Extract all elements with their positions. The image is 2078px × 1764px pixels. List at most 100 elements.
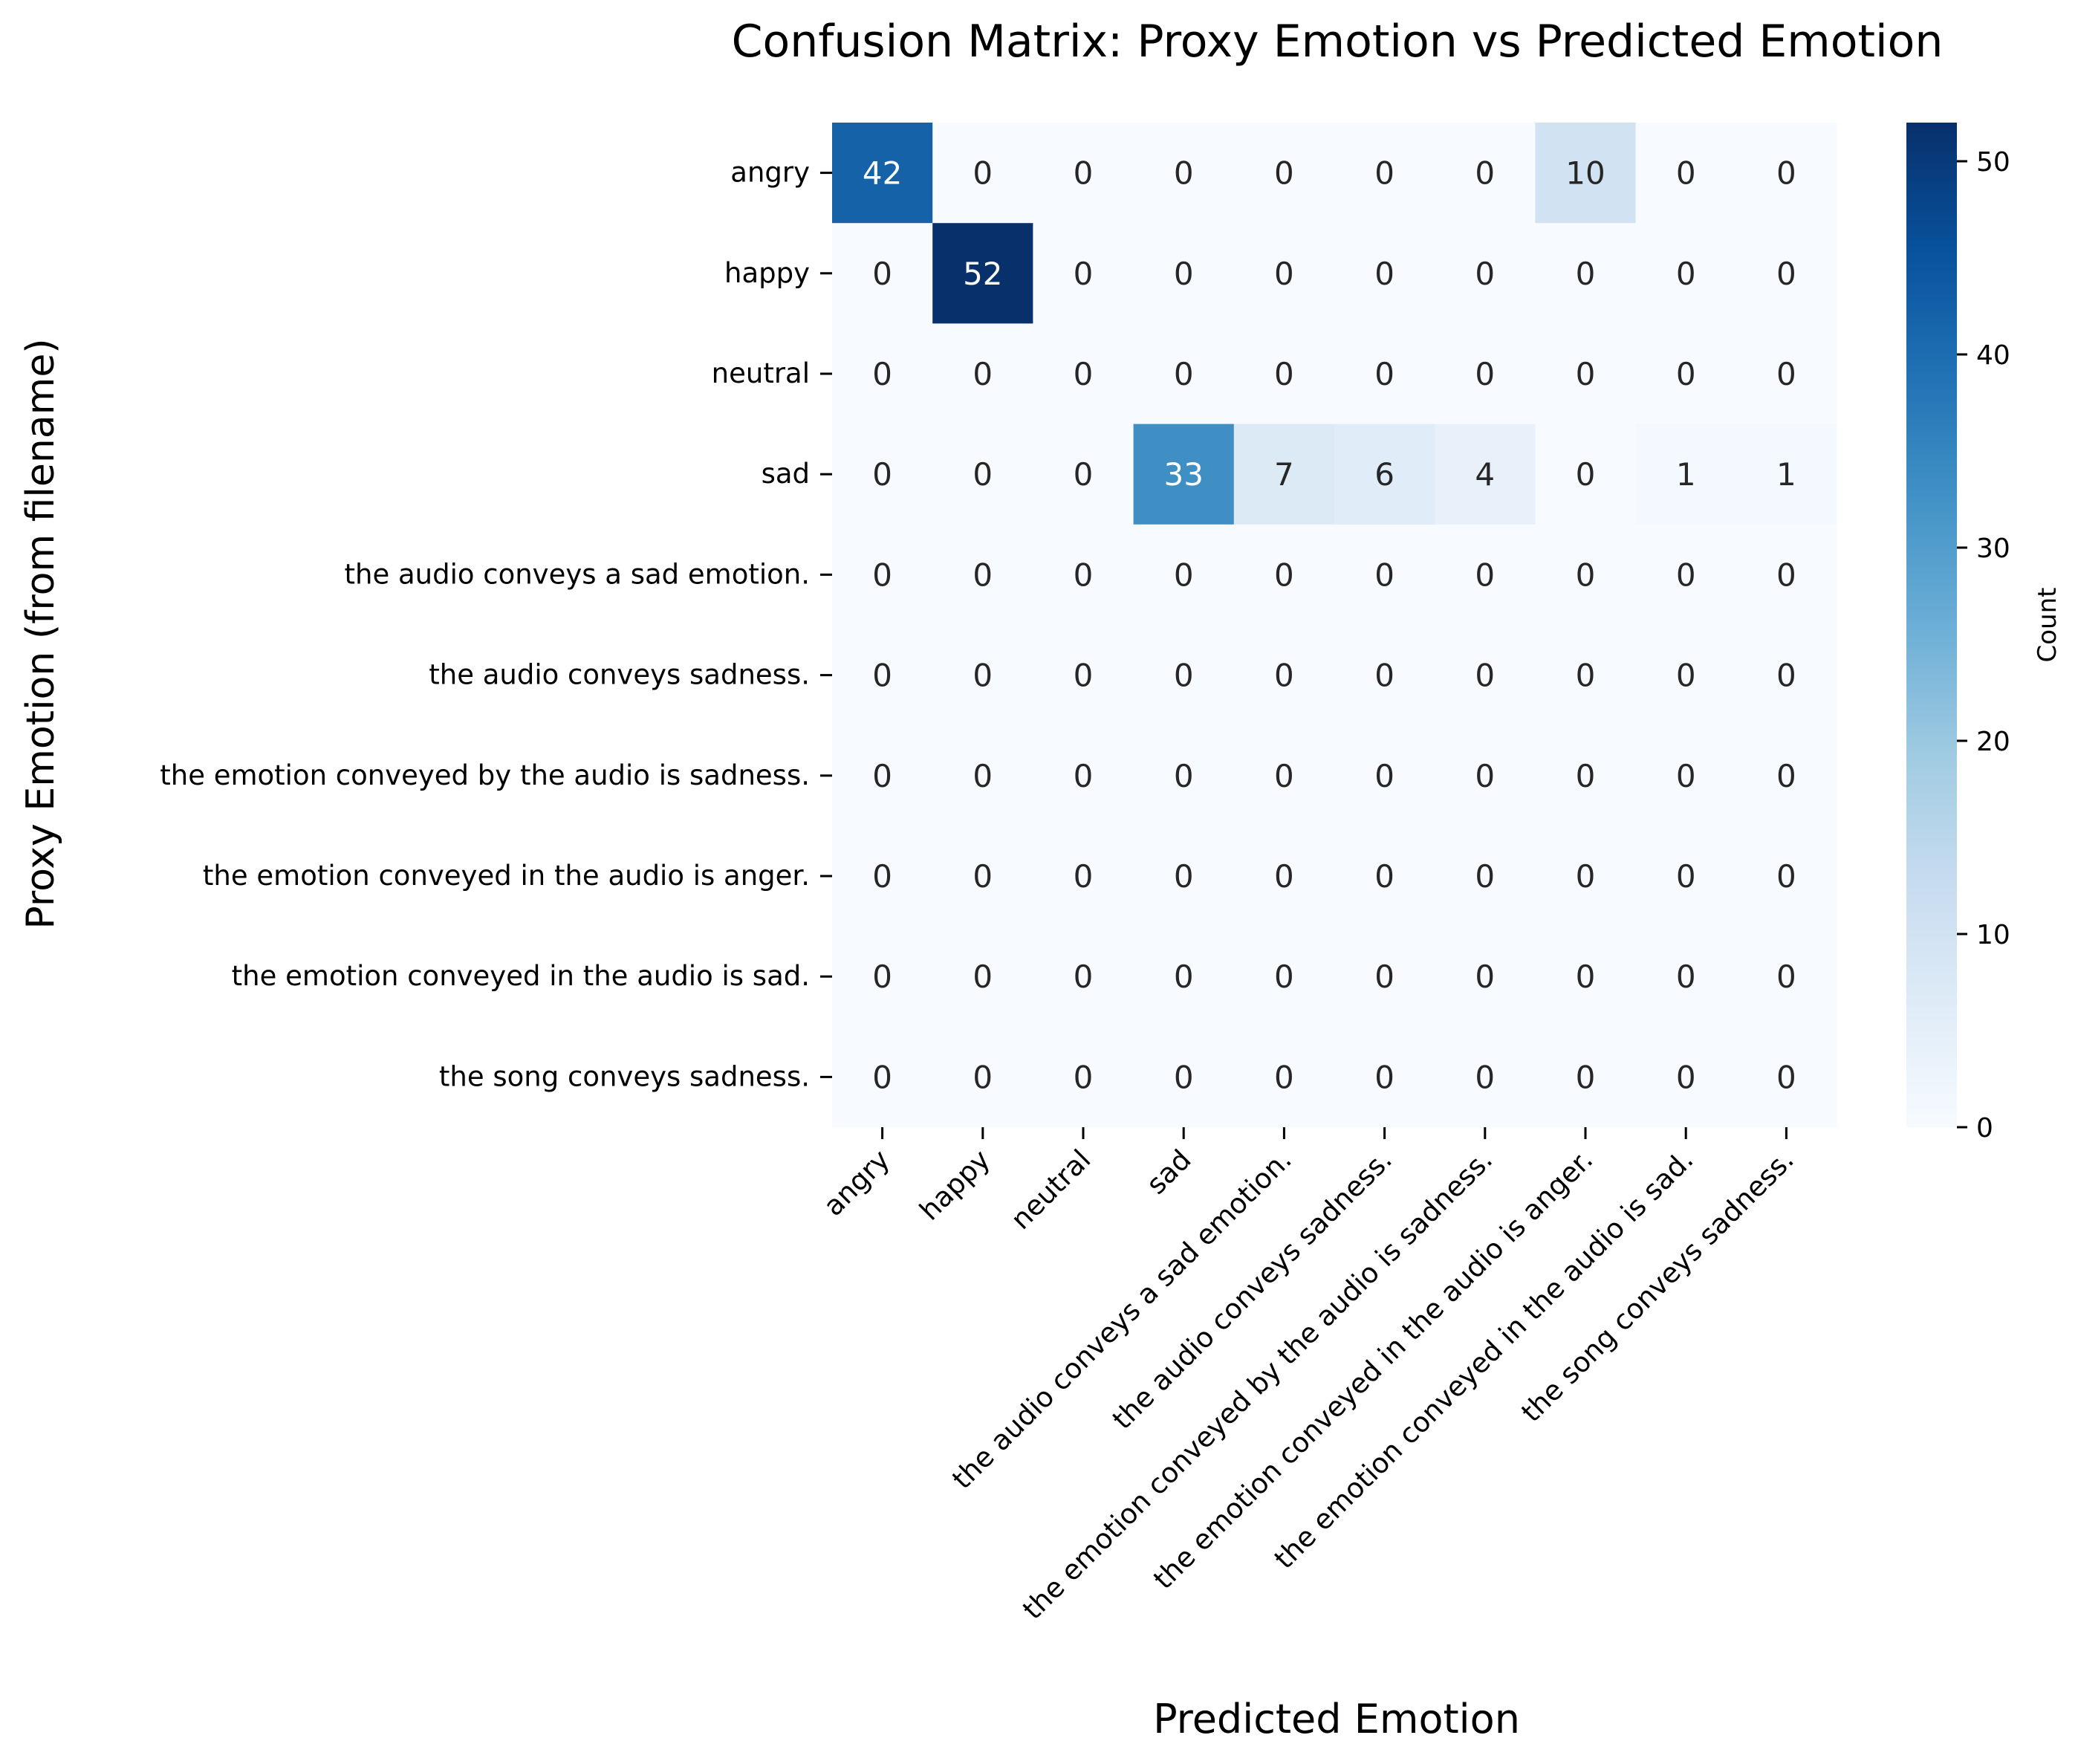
cell-value: 0 (1174, 356, 1194, 392)
heatmap-cell (1635, 323, 1737, 425)
y-tick-label: neutral (712, 357, 810, 389)
heatmap-cell (1033, 625, 1134, 726)
cell-value: 0 (1576, 758, 1596, 794)
heatmap-cell (1033, 424, 1134, 525)
colorbar-tick-label: 50 (1976, 147, 2010, 178)
cell-value: 0 (1776, 758, 1796, 794)
heatmap-cell (1033, 1026, 1134, 1128)
x-tick-label: happy (913, 1144, 996, 1227)
y-tick-label: angry (730, 157, 810, 189)
heatmap-cell (932, 424, 1033, 525)
cell-value: 0 (1074, 1059, 1094, 1095)
cell-value: 0 (1676, 658, 1696, 694)
cell-value: 0 (1274, 858, 1294, 895)
heatmap-cell (1535, 625, 1637, 726)
cell-value: 0 (1174, 557, 1194, 593)
cell-value: 0 (872, 959, 892, 995)
heatmap-cell (1133, 1026, 1235, 1128)
y-axis-ticks: angry happy neutral sad the audio conveys a … (160, 157, 832, 1092)
cell-value: 0 (973, 356, 993, 392)
cell-value: 0 (1074, 658, 1094, 694)
heatmap-cell (1535, 926, 1637, 1028)
heatmap-cell (1133, 123, 1235, 224)
cell-value: 0 (1576, 858, 1596, 895)
heatmap-cell (832, 826, 933, 927)
colorbar-tick-label: 40 (1976, 340, 2010, 371)
cell-value: 0 (973, 557, 993, 593)
cell-value: 0 (1776, 959, 1796, 995)
x-tick-label: sad (1140, 1144, 1198, 1201)
heatmap-cell (1736, 826, 1837, 927)
cell-value: 6 (1374, 456, 1394, 493)
heatmap-cell (1535, 223, 1637, 324)
heatmap-cell (1233, 424, 1335, 525)
heatmap-cells (832, 123, 1837, 1128)
cell-value: 0 (1576, 256, 1596, 292)
cell-value: 1 (1676, 456, 1696, 493)
heatmap-cell (932, 826, 1033, 927)
heatmap-cell (832, 725, 933, 826)
cell-value: 0 (1475, 858, 1495, 895)
cell-value: 0 (1374, 356, 1394, 392)
heatmap-cell (1334, 323, 1435, 425)
y-tick-label: the audio conveys sadness. (429, 659, 810, 691)
cell-value: 0 (1676, 959, 1696, 995)
heatmap-cell (1635, 1026, 1737, 1128)
colorbar-tick-label: 10 (1976, 920, 2010, 950)
heatmap-cell (1535, 1026, 1637, 1128)
cell-value: 0 (1676, 1059, 1696, 1095)
cell-value: 0 (1074, 356, 1094, 392)
cell-value: 0 (1274, 356, 1294, 392)
y-tick-label: happy (724, 257, 810, 289)
heatmap-cell (1535, 123, 1637, 224)
heatmap-cell (832, 625, 933, 726)
cell-value: 0 (1074, 858, 1094, 895)
heatmap-cell (1736, 926, 1837, 1028)
heatmap-cell (932, 725, 1033, 826)
heatmap-cell (1233, 1026, 1335, 1128)
cell-value: 0 (1576, 959, 1596, 995)
heatmap-cell (1635, 424, 1737, 525)
heatmap-cell (1334, 223, 1435, 324)
cell-value: 0 (973, 858, 993, 895)
chart-title: Confusion Matrix: Proxy Emotion vs Predi… (732, 16, 1944, 68)
cell-value: 0 (1776, 256, 1796, 292)
heatmap-cell (1033, 323, 1134, 425)
cell-annotations: 42 0 0 0 0 0 0 10 0 00 52 0 0 0 0 0 0 0 00 0 0 0 0 0 0 0 0 00 0 0 33 7 6… (863, 155, 1796, 1096)
cell-value: 0 (1776, 1059, 1796, 1095)
cell-value: 0 (1776, 557, 1796, 593)
cell-value: 0 (1074, 256, 1094, 292)
heatmap-cell (932, 926, 1033, 1028)
y-axis-label: Proxy Emotion (from filename) (19, 338, 63, 929)
y-tick-label: the audio conveys a sad emotion. (344, 558, 810, 590)
heatmap-cell (1233, 926, 1335, 1028)
heatmap-cell (1334, 926, 1435, 1028)
cell-value: 0 (1074, 557, 1094, 593)
heatmap-cell (832, 524, 933, 626)
heatmap-cell (1736, 625, 1837, 726)
cell-value: 0 (1475, 658, 1495, 694)
cell-value: 0 (1776, 356, 1796, 392)
cell-value: 0 (1274, 155, 1294, 192)
heatmap-cell (1635, 725, 1737, 826)
colorbar-tick-label: 30 (1976, 534, 2010, 564)
y-tick-label: the song conveys sadness. (439, 1060, 810, 1092)
cell-value: 0 (1576, 356, 1596, 392)
cell-value: 0 (1475, 557, 1495, 593)
cell-value: 0 (1174, 1059, 1194, 1095)
cell-value: 0 (1274, 758, 1294, 794)
heatmap-cell (1233, 826, 1335, 927)
cell-value: 0 (973, 658, 993, 694)
y-tick-label: sad (762, 458, 810, 490)
heatmap-cell (1033, 826, 1134, 927)
heatmap-cell (1233, 524, 1335, 626)
y-tick-label: the emotion conveyed by the audio is sad… (160, 759, 810, 791)
x-tick-label: neutral (1004, 1144, 1097, 1236)
colorbar-tick-label: 0 (1976, 1113, 1993, 1144)
heatmap-cell (1435, 524, 1536, 626)
cell-value: 0 (872, 356, 892, 392)
heatmap-cell (1033, 223, 1134, 324)
heatmap-cell (1435, 323, 1536, 425)
cell-value: 0 (1274, 959, 1294, 995)
heatmap-cell (932, 323, 1033, 425)
